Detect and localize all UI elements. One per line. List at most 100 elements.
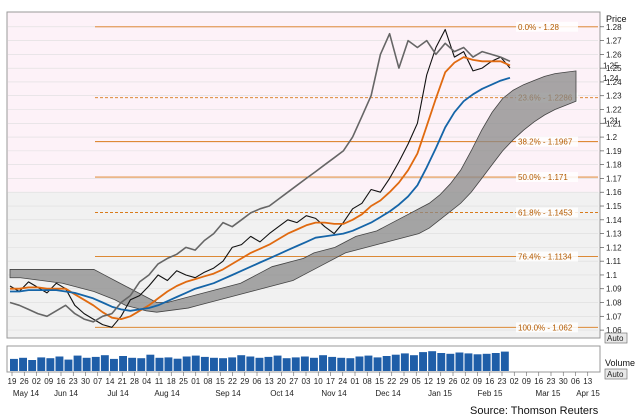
x-tick-label: 06 — [253, 377, 262, 386]
x-axis: 19 26 02 09 16 23 30 07 14 21 28 04 11 18 25 01 08 15 22 29… — [8, 372, 600, 398]
volume-bar — [110, 358, 118, 371]
x-tick-label: 08 — [363, 377, 372, 386]
volume-bar — [119, 356, 127, 371]
volume-bar — [219, 358, 227, 371]
slow-ma-line — [10, 76, 511, 312]
x-tick-label: 24 — [338, 377, 347, 386]
y-tick-label: 1.23 — [606, 92, 622, 101]
volume-bar — [200, 356, 209, 371]
volume-bar — [137, 358, 146, 371]
fib-level-label: 0.0% - 1.28 — [518, 23, 559, 32]
fib-label-bg — [516, 322, 578, 333]
y-tick-label: 1.12 — [606, 243, 622, 252]
x-tick-label: 08 — [204, 377, 213, 386]
cloud-area — [9, 70, 577, 313]
plot-frame — [6, 11, 601, 339]
x-tick-label: 30 — [559, 377, 568, 386]
fib-label-bg — [516, 136, 578, 147]
x-tick-label: 09 — [522, 377, 531, 386]
volume-bar — [246, 356, 255, 371]
y-tick-label: 1.21 — [606, 119, 622, 128]
volume-bar — [291, 357, 300, 371]
volume-bar — [182, 356, 191, 371]
x-tick-label: 26 — [449, 377, 458, 386]
x-tick-label: 19 — [8, 377, 17, 386]
x-tick-label: 27 — [289, 377, 298, 386]
x-tick-label: 02 — [461, 377, 470, 386]
y-tick-label: 1.19 — [606, 147, 622, 156]
fib-level-label: 61.8% - 1.1453 — [518, 209, 573, 218]
x-tick-label: 22 — [387, 377, 396, 386]
x-month-label: Oct 14 — [270, 389, 294, 398]
fib-level-label: 38.2% - 1.1967 — [518, 138, 573, 147]
x-tick-label: 16 — [485, 377, 494, 386]
volume-bar — [37, 357, 46, 371]
volume-bar — [91, 356, 100, 371]
volume-bar — [273, 355, 282, 371]
volume-bar — [64, 359, 73, 371]
volume-label: Volume — [605, 358, 635, 368]
auto-button-price[interactable]: Auto — [604, 332, 628, 344]
x-month-label: Jan 15 — [428, 389, 453, 398]
x-tick-label: 05 — [412, 377, 421, 386]
fib-label-bg — [516, 207, 578, 218]
x-tick-label: 26 — [20, 377, 29, 386]
x-tick-label: 23 — [547, 377, 556, 386]
x-tick-label: 09 — [44, 377, 53, 386]
source-note: Source: Thomson Reuters — [470, 405, 599, 417]
auto-button-volume[interactable]: Auto — [604, 368, 628, 380]
x-tick-label: 09 — [473, 377, 482, 386]
y-tick-label: 1.25 — [606, 64, 622, 73]
y-tick-label: 1.11 — [606, 257, 622, 266]
last-price-marker: 1.25 — [603, 61, 619, 70]
x-tick-label: 15 — [216, 377, 225, 386]
y-tick-label: 1.18 — [606, 161, 622, 170]
y-tick-label: 1.08 — [606, 299, 622, 308]
x-tick-label: 30 — [81, 377, 90, 386]
x-tick-label: 19 — [436, 377, 445, 386]
volume-bar — [491, 353, 500, 371]
y-axis-label: Price — [606, 14, 627, 24]
x-tick-label: 16 — [57, 377, 66, 386]
x-month-label: Mar 15 — [536, 389, 561, 398]
x-month-label: Jul 14 — [107, 389, 129, 398]
x-tick-label: 13 — [265, 377, 274, 386]
x-tick-label: 18 — [167, 377, 176, 386]
volume-bar — [55, 356, 64, 371]
x-tick-label: 13 — [583, 377, 592, 386]
volume-bar — [455, 352, 464, 371]
price-line — [9, 28, 511, 328]
x-month-label: Jun 14 — [54, 389, 79, 398]
y-tick-label: 1.2 — [606, 133, 618, 142]
volume-bar — [264, 356, 273, 371]
x-tick-label: 01 — [191, 377, 200, 386]
volume-bar — [191, 355, 200, 371]
fib-label-bg — [516, 251, 578, 262]
y-tick-label: 1.1 — [606, 271, 618, 280]
series-lines — [9, 28, 511, 328]
volume-bar — [373, 357, 382, 371]
volume-bar — [364, 355, 373, 371]
volume-bar — [446, 353, 455, 371]
volume-bar — [464, 353, 473, 371]
y-tick-label: 1.17 — [606, 174, 622, 183]
volume-bar — [500, 351, 509, 371]
x-tick-label: 12 — [424, 377, 433, 386]
x-tick-label: 29 — [240, 377, 249, 386]
volume-bar — [282, 358, 291, 371]
volume-bar — [173, 358, 182, 371]
x-month-label: Apr 15 — [576, 389, 600, 398]
volume-bar — [73, 355, 82, 371]
y-tick-label: 1.13 — [606, 230, 622, 239]
volume-bar — [228, 357, 237, 371]
y-tick-label: 1.27 — [606, 37, 622, 46]
x-tick-label: 23 — [498, 377, 507, 386]
volume-bar — [437, 353, 446, 371]
last-price-marker: 1.21 — [603, 117, 619, 126]
last-price-marker: 1.24 — [603, 74, 619, 83]
volume-bar — [164, 357, 173, 371]
volume-bar — [410, 355, 418, 371]
volume-bar — [155, 357, 164, 371]
